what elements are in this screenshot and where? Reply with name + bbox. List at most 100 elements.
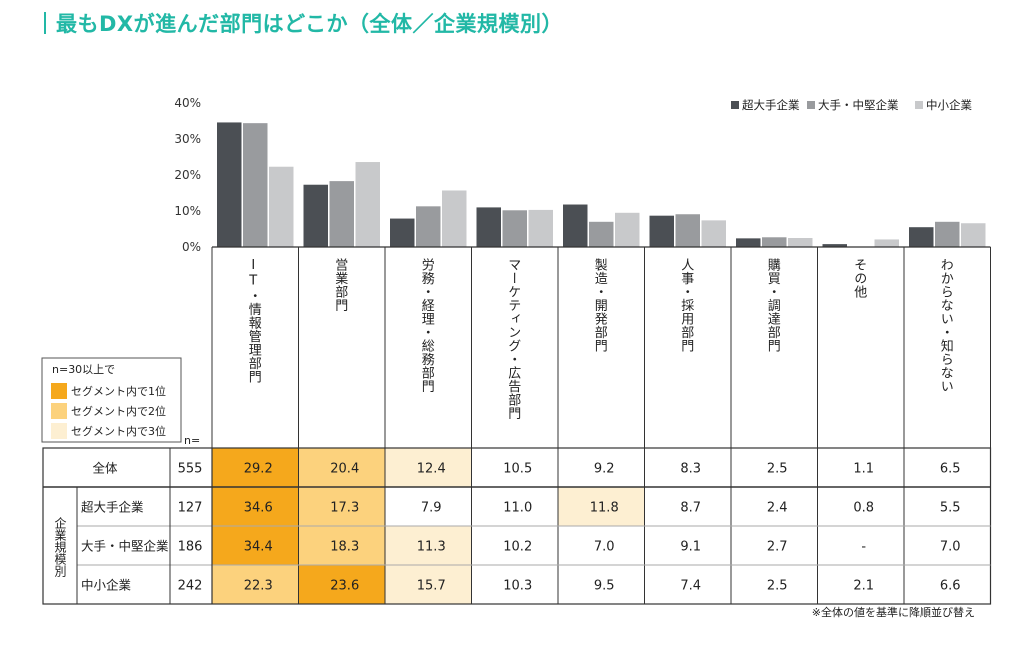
category-label: 営業部門 [332,258,348,313]
y-tick-label: 10% [174,204,201,218]
rank-legend-label: セグメント内で2位 [71,404,166,418]
page-title-text: 最もDXが進んだ部門はどこか（全体／企業規模別） [56,12,563,36]
rank-cell-fill [212,565,298,604]
table-cell-value: 15.7 [417,579,446,594]
rank-legend-caption: n=30以上で [52,363,115,376]
rank-cell-fill [385,565,471,604]
rank-legend-swatch [51,383,67,399]
bar-2-9 [935,221,960,247]
table-cell-value: 29.2 [244,462,273,477]
category-label: 購買・調達部門 [765,258,781,353]
table-cell-value: 7.9 [421,501,442,516]
bar-3-8 [874,239,899,247]
bar-2-5 [589,221,614,247]
row-n: 186 [178,540,203,555]
bar-1-4 [476,207,501,247]
table-cell-value: 5.5 [940,501,961,516]
bar-3-6 [701,220,726,247]
category-label: 労務・経理・総務部門 [419,258,435,394]
y-tick-label: 40% [174,96,201,110]
table-cell-value: 2.1 [853,579,874,594]
rank-cell-fill [558,487,644,526]
legend-label: 大手・中堅企業 [818,98,899,112]
table-cell-value: 11.8 [590,501,619,516]
bar-1-9 [909,227,934,247]
table-cell-value: 2.4 [767,501,788,516]
y-tick-label: 20% [174,168,201,182]
table-cell-value: 2.5 [767,579,788,594]
bar-1-3 [390,218,415,247]
rank-legend-swatch [51,423,67,439]
row-label: 全体 [92,461,118,476]
rank-cell-fill [299,526,385,565]
footnote: ※全体の値を基準に降順並び替え [812,605,975,619]
table-cell-value: 20.4 [330,462,359,477]
y-tick-label: 0% [182,240,201,254]
table-cell-value: 34.6 [244,501,273,516]
table-cell-value: 23.6 [330,579,359,594]
table-cell-value: 6.6 [940,579,961,594]
table-cell-value: 10.3 [503,579,532,594]
bar-3-1 [269,166,294,247]
category-label: マーケティング・広告部門 [505,258,521,421]
y-tick-label: 30% [174,132,201,146]
table-cell-value: 17.3 [330,501,359,516]
n-label: n= [184,434,200,447]
row-label: 大手・中堅企業 [81,539,169,554]
bar-1-1 [217,122,242,247]
rank-legend-label: セグメント内で1位 [71,384,166,398]
category-label: 製造・開発部門 [592,258,608,353]
bar-1-2 [303,184,328,247]
category-label: その他 [851,258,867,299]
row-n: 555 [178,462,203,477]
bar-2-7 [762,237,787,247]
bar-3-5 [615,212,640,247]
legend-swatch [915,101,923,109]
table-cell-value: 7.0 [594,540,615,555]
bar-2-6 [675,214,700,247]
legend-label: 中小企業 [926,98,972,112]
category-label: わからない・知らない [938,258,954,393]
rank-cell-fill [299,448,385,487]
bar-3-7 [788,238,813,247]
table-cell-value: 11.3 [417,540,446,555]
table-cell-value: 10.2 [503,540,532,555]
row-n: 242 [178,579,203,594]
category-label: IT・情報管理部門 [246,258,262,384]
bar-3-9 [961,223,986,247]
table-cell-value: - [861,540,866,555]
table-cell-value: 6.5 [940,462,961,477]
title-accent-bar [44,12,46,34]
table-cell-value: 7.4 [680,579,701,594]
legend-label: 超大手企業 [742,98,800,112]
table-cell-value: 2.5 [767,462,788,477]
category-label: 人事・採用部門 [678,258,694,353]
table-cell-value: 10.5 [503,462,532,477]
table-cell-value: 8.3 [680,462,701,477]
bar-1-6 [649,215,674,247]
table-cell-value: 34.4 [244,540,273,555]
table-cell-value: 7.0 [940,540,961,555]
bar-3-2 [355,162,380,247]
page-title: 最もDXが進んだ部門はどこか（全体／企業規模別） [44,8,563,38]
table-cell-value: 9.5 [594,579,615,594]
rank-cell-fill [212,487,298,526]
bar-2-4 [502,210,527,247]
table-cell-value: 12.4 [417,462,446,477]
bar-3-4 [528,209,553,247]
bar-2-1 [243,123,268,247]
bar-1-5 [563,204,588,247]
rank-cell-fill [385,448,471,487]
rank-cell-fill [299,565,385,604]
rank-cell-fill [299,487,385,526]
bar-3-3 [442,190,467,247]
table-cell-value: 8.7 [680,501,701,516]
rank-legend-swatch [51,403,67,419]
legend-swatch [807,101,815,109]
row-label: 中小企業 [81,578,132,593]
table-cell-value: 9.2 [594,462,615,477]
bar-1-7 [736,238,761,247]
rank-legend-label: セグメント内で3位 [71,424,166,438]
table-cell-value: 1.1 [853,462,874,477]
